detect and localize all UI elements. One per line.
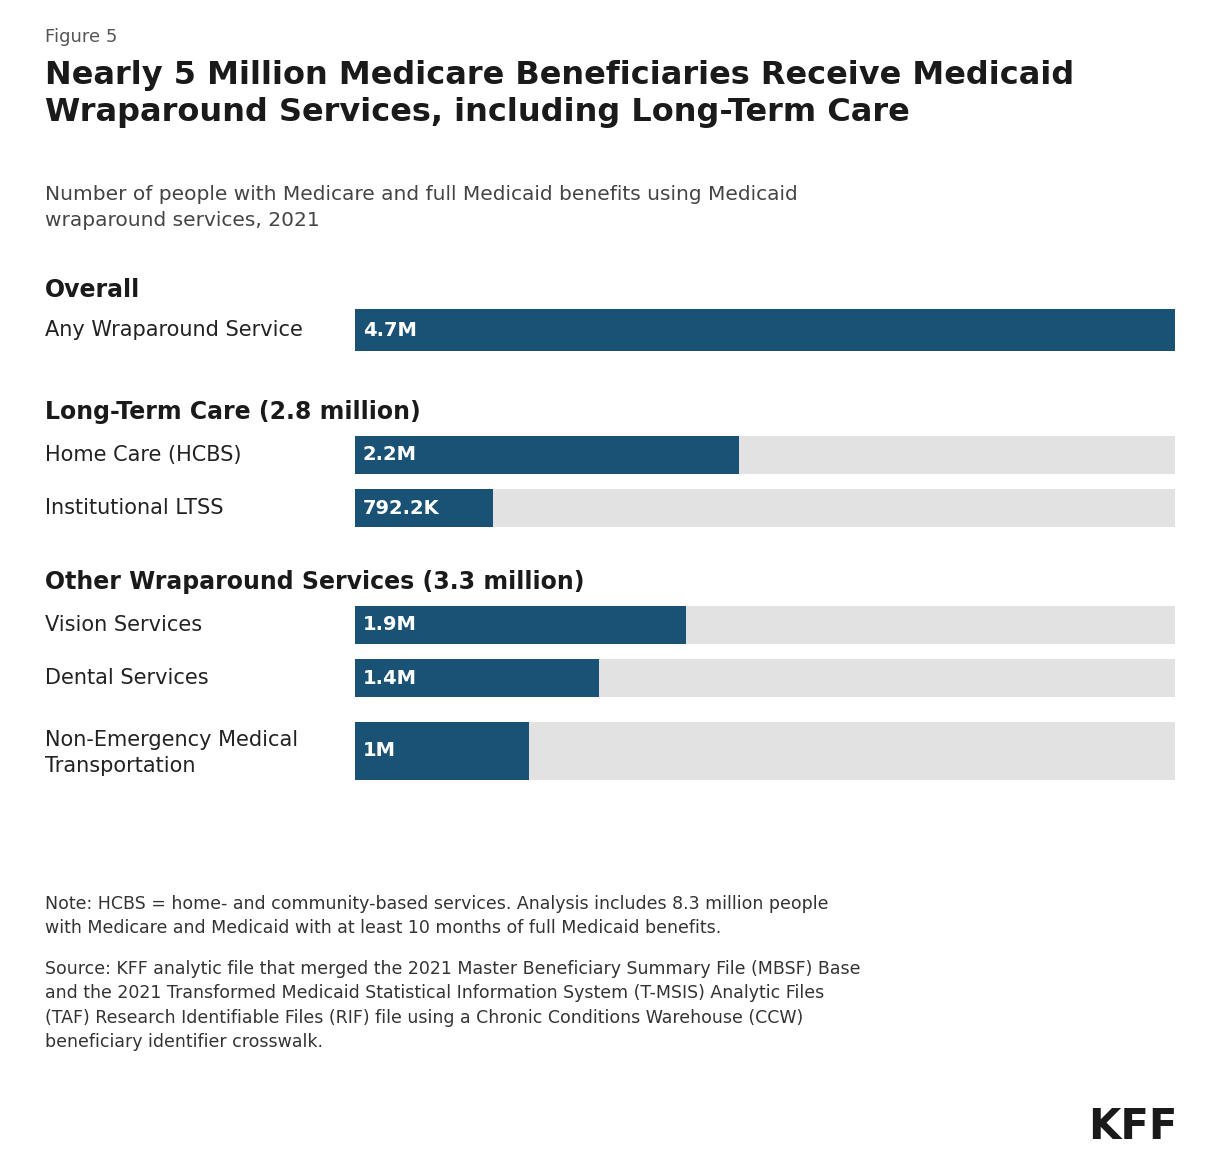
- Text: 792.2K: 792.2K: [364, 499, 439, 517]
- Text: 2.2M: 2.2M: [364, 446, 417, 465]
- Bar: [355, 436, 739, 474]
- Text: Home Care (HCBS): Home Care (HCBS): [45, 445, 242, 465]
- Text: Non-Emergency Medical
Transportation: Non-Emergency Medical Transportation: [45, 730, 298, 776]
- Text: Any Wraparound Service: Any Wraparound Service: [45, 320, 303, 340]
- Text: 1.4M: 1.4M: [364, 668, 417, 688]
- Bar: [355, 436, 1175, 474]
- Bar: [355, 606, 1175, 644]
- Bar: [355, 659, 1175, 697]
- Bar: [355, 309, 1175, 350]
- Text: Number of people with Medicare and full Medicaid benefits using Medicaid
wraparo: Number of people with Medicare and full …: [45, 185, 798, 229]
- Bar: [355, 606, 687, 644]
- Text: 4.7M: 4.7M: [364, 321, 417, 340]
- Bar: [355, 722, 529, 780]
- Text: Institutional LTSS: Institutional LTSS: [45, 497, 223, 517]
- Text: KFF: KFF: [1088, 1105, 1179, 1148]
- Text: Note: HCBS = home- and community-based services. Analysis includes 8.3 million p: Note: HCBS = home- and community-based s…: [45, 895, 828, 937]
- Text: Vision Services: Vision Services: [45, 615, 203, 635]
- Bar: [355, 489, 1175, 527]
- Text: 1.9M: 1.9M: [364, 615, 417, 635]
- Text: Source: KFF analytic file that merged the 2021 Master Beneficiary Summary File (: Source: KFF analytic file that merged th…: [45, 960, 860, 1051]
- Text: Nearly 5 Million Medicare Beneficiaries Receive Medicaid
Wraparound Services, in: Nearly 5 Million Medicare Beneficiaries …: [45, 60, 1075, 128]
- Text: 1M: 1M: [364, 742, 396, 761]
- Text: Dental Services: Dental Services: [45, 668, 209, 688]
- Text: Other Wraparound Services (3.3 million): Other Wraparound Services (3.3 million): [45, 570, 584, 594]
- Bar: [355, 722, 1175, 780]
- Bar: [355, 659, 599, 697]
- Bar: [355, 489, 493, 527]
- Bar: [355, 309, 1175, 350]
- Text: Figure 5: Figure 5: [45, 28, 117, 46]
- Text: Overall: Overall: [45, 278, 140, 302]
- Text: Long-Term Care (2.8 million): Long-Term Care (2.8 million): [45, 400, 421, 425]
